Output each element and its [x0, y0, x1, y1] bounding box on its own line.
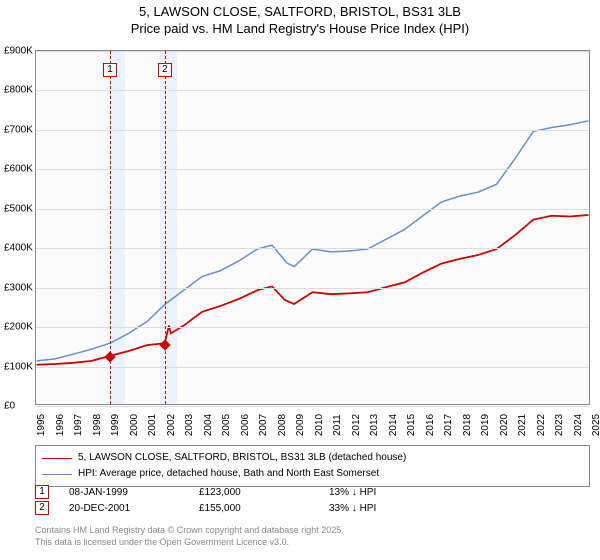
x-axis-label: 1999: [110, 414, 121, 436]
cell-price: £155,000: [199, 503, 309, 514]
x-axis-label: 1996: [55, 414, 66, 436]
line-chart-svg: [36, 51, 589, 404]
grid-line: [36, 288, 589, 289]
legend-label: HPI: Average price, detached house, Bath…: [78, 466, 379, 482]
x-axis-label: 1998: [92, 414, 103, 436]
legend-swatch: [42, 474, 72, 475]
x-axis-label: 2004: [203, 414, 214, 436]
x-axis-label: 2011: [332, 414, 343, 436]
x-axis-label: 2023: [554, 414, 565, 436]
footer-line2: This data is licensed under the Open Gov…: [35, 537, 344, 549]
cell-date: 08-JAN-1999: [69, 487, 179, 498]
marker-id-box: 1: [35, 485, 49, 499]
legend-box: 5, LAWSON CLOSE, SALTFORD, BRISTOL, BS31…: [35, 445, 590, 487]
y-axis-label: £500K: [4, 203, 34, 214]
table-row: 2 20-DEC-2001 £155,000 33% ↓ HPI: [35, 501, 590, 515]
grid-line: [36, 130, 589, 131]
chart-title-block: 5, LAWSON CLOSE, SALTFORD, BRISTOL, BS31…: [0, 0, 600, 36]
x-axis-label: 2014: [388, 414, 399, 436]
y-axis-label: £600K: [4, 164, 34, 175]
x-axis-label: 1997: [73, 414, 84, 436]
y-axis-label: £300K: [4, 282, 34, 293]
x-axis-label: 2017: [443, 414, 454, 436]
x-axis-label: 2000: [129, 414, 140, 436]
x-axis-label: 2007: [258, 414, 269, 436]
footer-attribution: Contains HM Land Registry data © Crown c…: [35, 525, 344, 548]
x-axis-label: 2002: [166, 414, 177, 436]
data-table: 1 08-JAN-1999 £123,000 13% ↓ HPI 2 20-DE…: [35, 485, 590, 517]
x-axis-label: 2012: [351, 414, 362, 436]
x-axis-label: 2021: [517, 414, 528, 436]
cell-pct: 33% ↓ HPI: [329, 503, 459, 514]
grid-line: [36, 327, 589, 328]
x-axis-label: 2022: [536, 414, 547, 436]
title-line1: 5, LAWSON CLOSE, SALTFORD, BRISTOL, BS31…: [0, 4, 600, 19]
y-axis-label: £400K: [4, 243, 34, 254]
y-axis-label: £800K: [4, 85, 34, 96]
y-axis-label: £700K: [4, 124, 34, 135]
chart-plot-area: £0£100K£200K£300K£400K£500K£600K£700K£80…: [35, 50, 590, 405]
x-axis-label: 2006: [240, 414, 251, 436]
marker-id-box: 2: [35, 501, 49, 515]
y-axis-label: £0: [4, 401, 34, 412]
x-axis-label: 2008: [277, 414, 288, 436]
marker-id-label: 2: [158, 63, 172, 77]
grid-line: [36, 367, 589, 368]
legend-item-price-paid: 5, LAWSON CLOSE, SALTFORD, BRISTOL, BS31…: [42, 450, 583, 466]
x-axis-label: 2019: [480, 414, 491, 436]
series-hpi: [37, 121, 589, 361]
marker-id-label: 1: [103, 63, 117, 77]
x-axis-label: 2015: [406, 414, 417, 436]
x-axis-label: 2005: [221, 414, 232, 436]
grid-line: [36, 51, 589, 52]
grid-line: [36, 209, 589, 210]
legend-swatch: [42, 458, 72, 459]
legend-label: 5, LAWSON CLOSE, SALTFORD, BRISTOL, BS31…: [78, 450, 406, 466]
x-axis-label: 2020: [499, 414, 510, 436]
cell-date: 20-DEC-2001: [69, 503, 179, 514]
legend-item-hpi: HPI: Average price, detached house, Bath…: [42, 466, 583, 482]
x-axis-label: 2001: [147, 414, 158, 436]
table-row: 1 08-JAN-1999 £123,000 13% ↓ HPI: [35, 485, 590, 499]
x-axis-label: 2010: [314, 414, 325, 436]
x-axis-label: 2025: [591, 414, 600, 436]
x-axis-label: 2013: [369, 414, 380, 436]
x-axis-label: 2018: [462, 414, 473, 436]
grid-line: [36, 169, 589, 170]
y-axis-label: £200K: [4, 322, 34, 333]
footer-line1: Contains HM Land Registry data © Crown c…: [35, 525, 344, 537]
grid-line: [36, 406, 589, 407]
grid-line: [36, 90, 589, 91]
x-axis-label: 1995: [36, 414, 47, 436]
series-price_paid: [37, 215, 589, 365]
y-axis-label: £900K: [4, 46, 34, 57]
grid-line: [36, 248, 589, 249]
marker-vline: [165, 51, 166, 404]
x-axis-label: 2024: [573, 414, 584, 436]
x-axis-label: 2016: [425, 414, 436, 436]
y-axis-label: £100K: [4, 361, 34, 372]
cell-price: £123,000: [199, 487, 309, 498]
cell-pct: 13% ↓ HPI: [329, 487, 459, 498]
x-axis-label: 2003: [184, 414, 195, 436]
title-line2: Price paid vs. HM Land Registry's House …: [0, 21, 600, 36]
x-axis-label: 2009: [295, 414, 306, 436]
